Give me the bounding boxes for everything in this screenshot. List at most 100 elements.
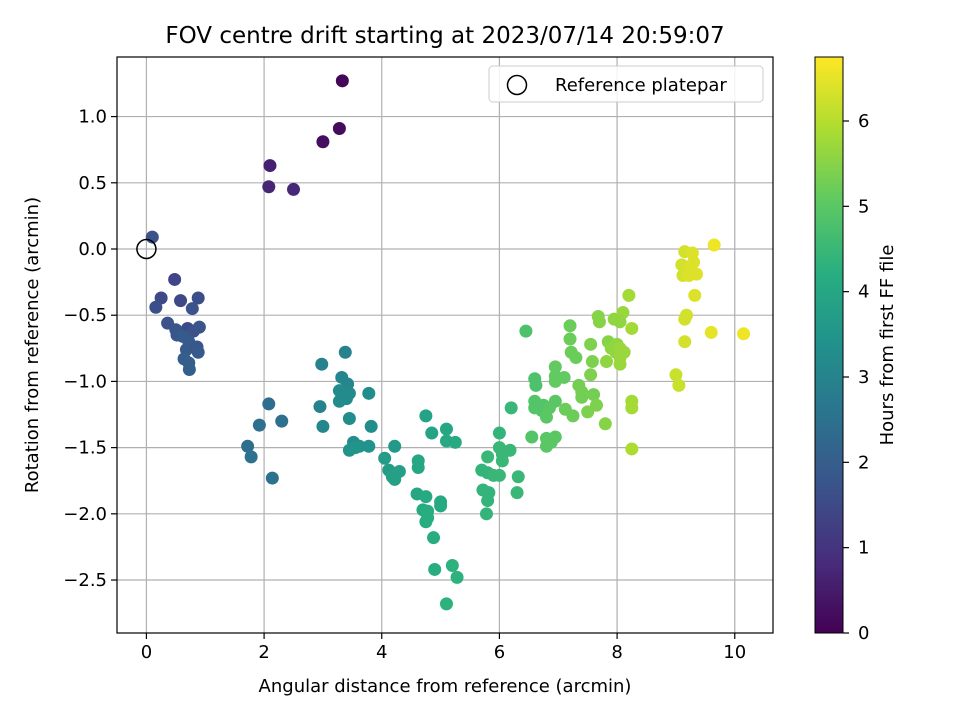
colorbar-label: Hours from first FF file	[877, 245, 898, 446]
y-tick-label: −0.5	[63, 305, 107, 326]
colorbar-tick-label: 3	[858, 367, 869, 388]
data-point	[262, 180, 276, 194]
colorbar-ticks: 0 1 2 3 4 5 6	[843, 111, 869, 644]
data-point	[548, 360, 562, 374]
data-point	[539, 410, 553, 424]
data-point	[617, 345, 631, 359]
data-point	[419, 409, 433, 423]
data-point	[539, 439, 553, 453]
y-axis-ticks: 1.0 0.5 0.0 −0.5 −1.0 −1.5 −2.0 −2.5	[63, 107, 117, 591]
data-point	[737, 327, 751, 341]
data-point	[335, 74, 349, 88]
data-point	[263, 159, 277, 173]
data-point	[669, 368, 683, 382]
data-point	[262, 397, 276, 411]
data-point	[191, 291, 205, 305]
x-axis-label: Angular distance from reference (arcmin)	[259, 676, 632, 697]
data-point	[510, 486, 524, 500]
data-point	[503, 443, 517, 457]
data-point	[481, 494, 495, 508]
data-point	[678, 312, 692, 326]
data-point	[548, 374, 562, 388]
y-tick-label: −2.0	[63, 504, 107, 525]
data-point	[439, 597, 453, 611]
data-point	[481, 450, 495, 464]
data-point	[191, 345, 205, 359]
data-point	[528, 401, 542, 415]
colorbar-tick-label: 1	[858, 538, 869, 559]
data-point	[599, 355, 613, 369]
reference-platepar-marker	[136, 238, 157, 260]
data-point	[186, 324, 200, 338]
data-point	[315, 357, 329, 371]
data-point	[168, 272, 182, 286]
data-point	[704, 325, 718, 339]
data-point	[174, 294, 188, 308]
data-point	[419, 515, 433, 529]
data-point	[525, 430, 539, 444]
colorbar-tick-label: 4	[858, 282, 869, 303]
data-point	[625, 442, 639, 456]
data-point	[439, 422, 453, 436]
data-point	[622, 288, 636, 302]
data-point	[563, 319, 577, 333]
data-point	[625, 401, 639, 415]
data-points	[145, 74, 751, 611]
data-point	[287, 182, 301, 196]
data-point	[185, 302, 199, 316]
data-point	[707, 238, 721, 252]
data-point	[529, 378, 543, 392]
legend-entry-reference: Reference platepar	[555, 75, 727, 96]
data-point	[511, 470, 525, 484]
data-point	[342, 411, 356, 425]
data-point	[585, 355, 599, 369]
data-point	[419, 490, 433, 504]
data-point	[434, 499, 448, 513]
data-point	[339, 392, 353, 406]
data-point	[364, 419, 378, 433]
data-point	[613, 357, 627, 371]
data-point	[563, 332, 577, 346]
data-point	[678, 335, 692, 349]
data-point	[149, 300, 163, 314]
data-point	[519, 324, 533, 338]
legend-marker-icon	[506, 74, 528, 96]
data-point	[362, 439, 376, 453]
data-point	[492, 468, 506, 482]
data-point	[613, 315, 627, 329]
reference-marker	[136, 238, 157, 260]
colorbar-tick-label: 5	[858, 196, 869, 217]
x-tick-label: 8	[611, 642, 622, 663]
data-point	[592, 315, 606, 329]
data-point	[244, 450, 258, 464]
data-point	[348, 441, 362, 455]
data-point	[450, 570, 464, 584]
data-point	[589, 398, 603, 412]
data-point	[504, 401, 518, 415]
data-point	[388, 439, 402, 453]
plot-frame	[116, 56, 774, 634]
data-point	[672, 378, 686, 392]
x-tick-label: 2	[258, 642, 269, 663]
data-point	[388, 472, 402, 486]
data-point	[427, 531, 441, 545]
data-point	[575, 390, 589, 404]
data-point	[492, 426, 506, 440]
y-tick-label: 0.5	[78, 173, 107, 194]
data-point	[479, 507, 493, 521]
data-point	[425, 426, 439, 440]
data-point	[316, 135, 330, 149]
grid-lines	[117, 57, 773, 633]
data-point	[584, 337, 598, 351]
data-point	[581, 405, 595, 419]
data-point	[584, 368, 598, 382]
data-point	[625, 321, 639, 335]
data-point	[688, 288, 702, 302]
x-tick-label: 0	[141, 642, 152, 663]
data-point	[313, 400, 327, 414]
data-point	[495, 454, 509, 468]
data-point	[445, 558, 459, 572]
data-point	[316, 419, 330, 433]
y-tick-label: −2.5	[63, 570, 107, 591]
